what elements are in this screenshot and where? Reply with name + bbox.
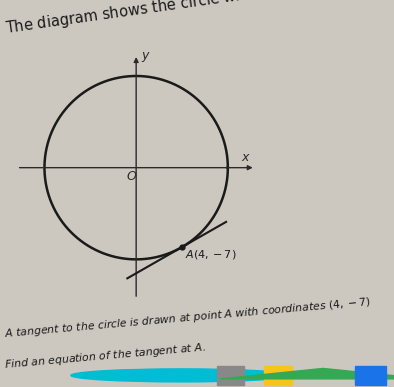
Text: $O$: $O$ — [126, 170, 137, 183]
Text: A tangent to the circle is drawn at point $A$ with coordinates $(4, -7)$: A tangent to the circle is drawn at poin… — [4, 295, 372, 341]
Text: $x$: $x$ — [241, 151, 251, 164]
FancyBboxPatch shape — [217, 366, 244, 385]
Text: The diagram shows the circle with equation $x^2 + y^2 = 65$: The diagram shows the circle with equati… — [4, 0, 394, 39]
Circle shape — [71, 369, 292, 382]
FancyBboxPatch shape — [264, 366, 292, 385]
Text: $y$: $y$ — [141, 50, 151, 64]
Text: $A(4, -7)$: $A(4, -7)$ — [185, 248, 236, 261]
FancyBboxPatch shape — [355, 366, 386, 385]
Text: Find an equation of the tangent at $A$.: Find an equation of the tangent at $A$. — [4, 340, 206, 372]
